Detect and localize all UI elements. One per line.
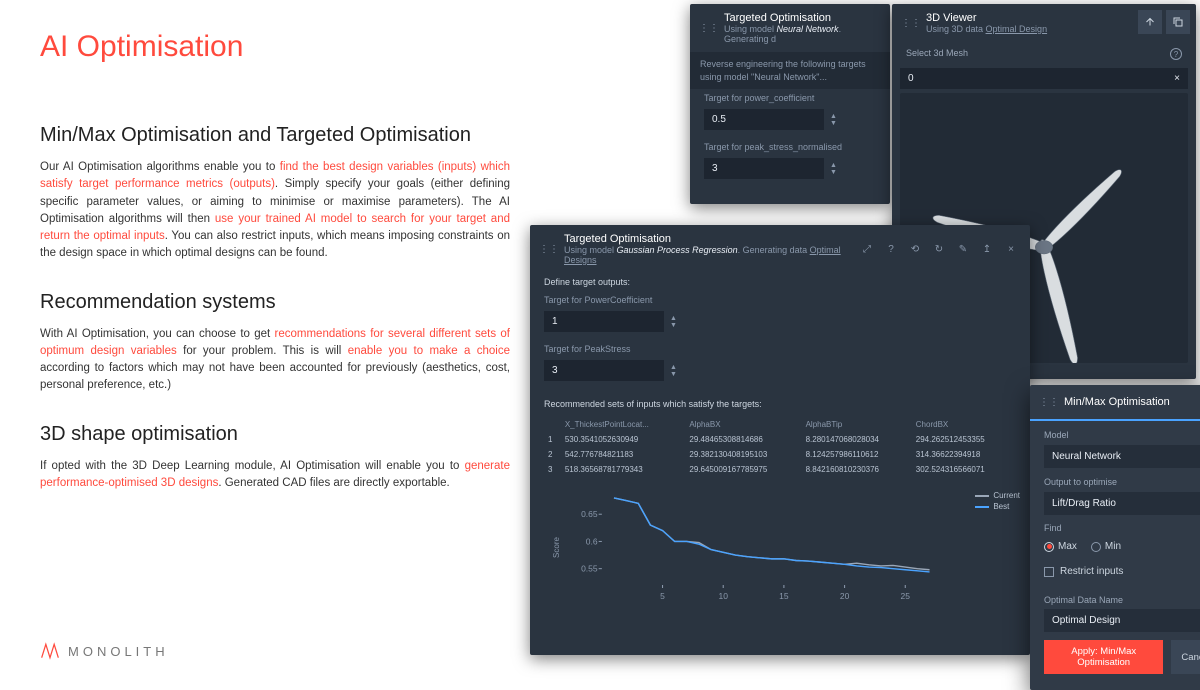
table-row[interactable]: 1530.354105263094929.484653088146868.280… (544, 432, 1016, 447)
brand-logo: MONOLITH (40, 641, 169, 661)
brand-text: MONOLITH (68, 644, 169, 659)
panelB-subtitle: Using 3D data Optimal Design (926, 24, 1047, 34)
radio-min[interactable]: Min (1091, 541, 1121, 552)
panelA-target2-label: Target for peak_stress_normalised (690, 138, 890, 156)
edit-icon[interactable]: ✎ (954, 240, 972, 258)
panelC-target2-input[interactable] (544, 360, 664, 381)
restrict-inputs-checkbox[interactable]: Restrict inputs (1030, 556, 1200, 587)
copy-icon[interactable] (1166, 10, 1190, 34)
panelD-title: Min/Max Optimisation (1064, 396, 1170, 408)
panelA-title: Targeted Optimisation (724, 12, 880, 24)
panelA-target2-input[interactable] (704, 158, 824, 179)
optimal-name-label: Optimal Data Name (1044, 595, 1123, 605)
chart-legend: CurrentBest (975, 491, 1020, 513)
grip-icon[interactable]: ⋮⋮ (540, 240, 558, 258)
model-label: Model (1044, 430, 1069, 440)
text-column: AI Optimisation Min/Max Optimisation and… (40, 30, 510, 520)
panelA-subtitle: Using model Neural Network. Generating d (724, 24, 880, 44)
panelC-subtitle: Using model Gaussian Process Regression.… (564, 245, 852, 265)
svg-text:5: 5 (660, 592, 665, 601)
model-select[interactable]: Neural Network× (1044, 445, 1200, 468)
spinner-icon[interactable]: ▲▼ (670, 315, 677, 329)
recommendations-table: X_ThickestPointLocat...AlphaBXAlphaBTipC… (544, 417, 1016, 477)
section-3-heading: 3D shape optimisation (40, 423, 510, 446)
output-label: Output to optimise (1044, 477, 1117, 487)
panelC-rec-label: Recommended sets of inputs which satisfy… (530, 395, 1030, 413)
svg-text:25: 25 (901, 592, 911, 601)
score-chart: Score 0.550.60.65510152025 CurrentBest (570, 483, 1016, 603)
svg-text:20: 20 (840, 592, 850, 601)
grip-icon[interactable]: ⋮⋮ (1040, 393, 1058, 411)
svg-text:0.6: 0.6 (586, 538, 598, 547)
panelA-target1-label: Target for power_coefficient (690, 89, 890, 107)
monolith-icon (40, 641, 60, 661)
panelB-select-label: Select 3d Mesh (906, 48, 968, 60)
sync-icon[interactable]: ↻ (930, 240, 948, 258)
optimal-name-input[interactable]: Optimal Design (1044, 609, 1200, 632)
panel-minmax-optimisation: ⋮⋮ Min/Max Optimisation Model? Neural Ne… (1030, 385, 1200, 690)
find-label: Find (1044, 523, 1062, 533)
chart-ylabel: Score (552, 537, 561, 558)
upload-icon[interactable] (1138, 10, 1162, 34)
svg-text:10: 10 (718, 592, 728, 601)
spinner-icon[interactable]: ▲▼ (830, 162, 837, 176)
panelA-desc: Reverse engineering the following target… (690, 52, 890, 89)
help-icon[interactable]: ? (1170, 48, 1182, 60)
panel-targeted-optimisation-large: ⋮⋮ Targeted Optimisation Using model Gau… (530, 225, 1030, 655)
clear-icon[interactable]: × (1174, 73, 1180, 84)
panelA-target1-input[interactable] (704, 109, 824, 130)
section-3-body: If opted with the 3D Deep Learning modul… (40, 458, 510, 493)
section-2-body: With AI Optimisation, you can choose to … (40, 326, 510, 395)
spinner-icon[interactable]: ▲▼ (830, 113, 837, 127)
page-title: AI Optimisation (40, 30, 510, 64)
svg-text:15: 15 (779, 592, 789, 601)
panelB-mesh-select[interactable]: 0× (900, 68, 1188, 89)
cancel-button[interactable]: Cancel (1171, 640, 1200, 674)
panel-targeted-optimisation-small: ⋮⋮ Targeted Optimisation Using model Neu… (690, 4, 890, 204)
refresh-icon[interactable]: ⟲ (906, 240, 924, 258)
svg-text:0.65: 0.65 (581, 510, 598, 519)
table-row[interactable]: 3518.3656878177934329.6450091677859758.8… (544, 462, 1016, 477)
panelB-title: 3D Viewer (926, 12, 1047, 24)
close-icon[interactable]: × (1002, 240, 1020, 258)
panelC-define-label: Define target outputs: (530, 273, 1030, 291)
svg-text:0.55: 0.55 (581, 565, 598, 574)
output-select[interactable]: Lift/Drag Ratio× (1044, 492, 1200, 515)
grip-icon[interactable]: ⋮⋮ (700, 19, 718, 37)
section-1-body: Our AI Optimisation algorithms enable yo… (40, 159, 510, 263)
panelC-title: Targeted Optimisation (564, 233, 852, 245)
section-1-heading: Min/Max Optimisation and Targeted Optimi… (40, 124, 510, 147)
panelC-target1-input[interactable] (544, 311, 664, 332)
expand-icon[interactable]: ⤢ (858, 240, 876, 258)
spinner-icon[interactable]: ▲▼ (670, 364, 677, 378)
panelC-target1-label: Target for PowerCoefficient (530, 291, 1030, 309)
panelC-target2-label: Target for PeakStress (530, 340, 1030, 358)
section-2-heading: Recommendation systems (40, 291, 510, 314)
radio-max[interactable]: Max (1044, 541, 1077, 552)
help-icon[interactable]: ? (882, 240, 900, 258)
table-row[interactable]: 2542.77678482118329.3821304081951038.124… (544, 447, 1016, 462)
apply-button[interactable]: Apply: Min/Max Optimisation (1044, 640, 1163, 674)
grip-icon[interactable]: ⋮⋮ (902, 14, 920, 32)
upload-icon[interactable]: ↥ (978, 240, 996, 258)
